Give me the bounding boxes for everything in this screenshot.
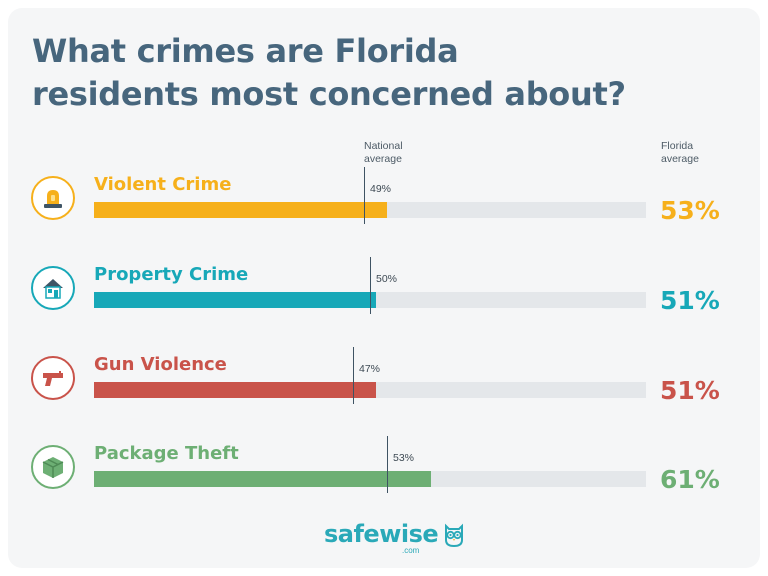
national-average-marker <box>370 257 371 314</box>
florida-value-label: 51% <box>660 376 720 405</box>
safewise-logo: safewise .com <box>324 520 466 560</box>
category-label: Violent Crime <box>94 174 232 195</box>
national-average-label: 50% <box>376 273 398 285</box>
florida-value-label: 53% <box>660 196 720 225</box>
siren-icon <box>31 176 75 220</box>
category-label: Package Theft <box>94 443 239 464</box>
national-average-marker <box>387 436 388 493</box>
bar-row: Package Theft 53% 61% <box>0 436 768 511</box>
gun-icon <box>31 356 75 400</box>
national-average-label: 53% <box>393 452 415 464</box>
category-label: Gun Violence <box>94 354 227 375</box>
florida-value-label: 51% <box>660 286 720 315</box>
bar-track <box>94 382 646 398</box>
florida-header-line-1: Florida <box>661 140 694 152</box>
florida-bar <box>94 471 431 487</box>
florida-value-label: 61% <box>660 465 720 494</box>
national-average-header: National average <box>364 140 403 166</box>
owl-icon <box>445 523 464 548</box>
florida-average-header: Florida average <box>661 140 699 166</box>
national-average-label: 47% <box>359 363 381 375</box>
florida-bar <box>94 292 376 308</box>
logo-text: safewise <box>324 520 439 548</box>
florida-header-line-2: average <box>661 153 699 165</box>
florida-bar <box>94 202 387 218</box>
category-label: Property Crime <box>94 264 249 285</box>
national-header-line-1: National <box>364 140 403 152</box>
chart-title: What crimes are Florida residents most c… <box>32 30 672 116</box>
national-average-label: 49% <box>370 183 392 195</box>
national-header-line-2: average <box>364 153 402 165</box>
national-average-marker <box>353 347 354 404</box>
bar-row: Gun Violence 47% 51% <box>0 347 768 422</box>
national-average-marker <box>364 167 365 224</box>
package-icon <box>31 445 75 489</box>
title-line-1: What crimes are Florida <box>32 32 459 70</box>
bar-track <box>94 471 646 487</box>
house-icon <box>31 266 75 310</box>
bar-row: Property Crime 50% 51% <box>0 257 768 332</box>
florida-bar <box>94 382 376 398</box>
title-line-2: residents most concerned about? <box>32 75 626 113</box>
bar-row: Violent Crime 49% 53% <box>0 167 768 242</box>
logo-sub: .com <box>402 546 420 555</box>
bar-track <box>94 202 646 218</box>
